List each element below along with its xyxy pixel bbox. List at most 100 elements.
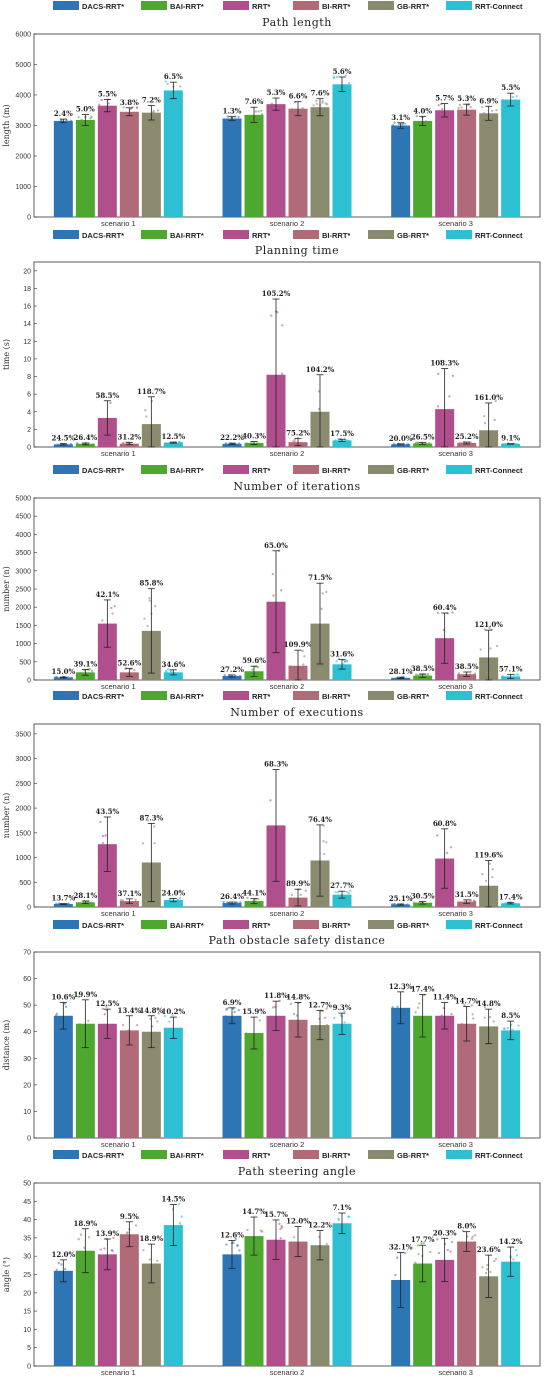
- data-point: [276, 1032, 280, 1035]
- data-point: [321, 592, 324, 595]
- legend-item: GB-RRT*: [368, 230, 429, 240]
- data-point: [101, 1007, 105, 1010]
- data-point: [405, 443, 409, 446]
- y-tick-label: 10: [23, 356, 31, 363]
- bar: [53, 120, 73, 217]
- legend-label: BAI-RRT*: [170, 2, 204, 11]
- data-point: [403, 1251, 407, 1255]
- legend-label: RRT*: [252, 692, 270, 701]
- data-point: [269, 799, 272, 802]
- bar: [75, 1023, 95, 1138]
- data-point: [56, 1277, 60, 1281]
- y-tick-label: 3000: [15, 568, 31, 575]
- data-point: [486, 1263, 489, 1267]
- plot-frame: [33, 261, 541, 448]
- data-label: 105.2%: [262, 289, 291, 298]
- data-label: 44.1%: [242, 888, 266, 897]
- legend-label: GB-RRT*: [397, 1151, 429, 1160]
- bar: [391, 1279, 411, 1366]
- data-point: [483, 414, 486, 418]
- data-point: [101, 1254, 104, 1258]
- data-point: [311, 1246, 314, 1250]
- data-point: [515, 1031, 518, 1035]
- data-point: [460, 106, 463, 109]
- bar: [435, 1015, 455, 1138]
- legend: DACS-RRT* BAI-RRT* RRT* BI-RRT* GB-RRT* RRT-C…: [53, 1150, 523, 1160]
- data-point: [325, 868, 328, 871]
- data-label: 6.5%: [164, 72, 183, 81]
- data-label: 12.3%: [389, 982, 413, 991]
- bar: [163, 442, 183, 447]
- data-point: [178, 440, 181, 444]
- data-point: [179, 899, 182, 903]
- data-label: 4.0%: [413, 106, 432, 115]
- data-point: [402, 987, 405, 991]
- data-point: [169, 1236, 173, 1239]
- y-tick-label: 1500: [15, 623, 31, 630]
- bar: [501, 903, 521, 907]
- data-point: [90, 669, 94, 673]
- data-label: 31.6%: [330, 650, 354, 659]
- data-point: [511, 102, 515, 105]
- data-label: 14.8%: [286, 992, 310, 1001]
- data-point: [112, 1236, 115, 1240]
- bar: [75, 672, 95, 680]
- data-point: [324, 432, 328, 435]
- data-point: [481, 1266, 484, 1269]
- data-label: 65.0%: [264, 541, 288, 550]
- data-point: [153, 841, 156, 845]
- y-tick-label: 6000: [15, 32, 31, 39]
- y-tick-label: 1000: [15, 855, 31, 862]
- data-point: [102, 106, 106, 109]
- data-point: [222, 900, 225, 904]
- x-tick-label: scenario 2: [270, 1368, 305, 1377]
- bar: [244, 114, 264, 217]
- legend: DACS-RRT* BAI-RRT* RRT* BI-RRT* GB-RRT* RRT-C…: [53, 1, 523, 11]
- bar: [501, 1261, 521, 1366]
- data-point: [338, 1223, 342, 1226]
- data-point: [462, 1031, 466, 1035]
- y-tick-label: 10: [23, 1109, 31, 1116]
- data-point: [337, 1234, 340, 1237]
- bar: [119, 443, 139, 447]
- bar: [310, 107, 330, 217]
- legend-label: BI-RRT*: [322, 466, 350, 475]
- data-point: [317, 407, 321, 411]
- data-point: [480, 105, 484, 109]
- data-point: [104, 834, 107, 837]
- data-point: [295, 1014, 299, 1017]
- bar: [391, 904, 411, 907]
- data-point: [448, 395, 451, 398]
- data-label: 109.9%: [284, 640, 313, 649]
- data-point: [463, 1003, 466, 1007]
- legend-item: RRT*: [223, 1150, 270, 1160]
- data-point: [488, 116, 492, 120]
- data-point: [134, 1224, 138, 1227]
- data-point: [157, 1012, 160, 1015]
- data-label: 38.5%: [411, 664, 435, 673]
- data-point: [484, 879, 488, 883]
- data-point: [176, 94, 179, 97]
- y-tick-label: 2000: [15, 605, 31, 612]
- data-point: [427, 442, 431, 445]
- y-tick-label: 0: [27, 1136, 31, 1143]
- data-point: [135, 106, 139, 109]
- data-point: [298, 1245, 301, 1248]
- data-point: [149, 1284, 153, 1288]
- plot-frame: [33, 723, 541, 908]
- data-point: [489, 1270, 492, 1274]
- data-point: [85, 1042, 88, 1045]
- data-point: [105, 1005, 108, 1008]
- data-point: [515, 1254, 519, 1257]
- data-label: 5.0%: [76, 105, 95, 114]
- data-point: [323, 1016, 327, 1020]
- data-point: [77, 115, 80, 119]
- data-point: [122, 902, 126, 905]
- data-point: [291, 108, 294, 111]
- data-point: [257, 110, 260, 113]
- data-point: [232, 1241, 235, 1244]
- data-point: [158, 112, 161, 116]
- data-point: [249, 1048, 252, 1052]
- data-point: [135, 1024, 139, 1027]
- data-point: [98, 435, 102, 438]
